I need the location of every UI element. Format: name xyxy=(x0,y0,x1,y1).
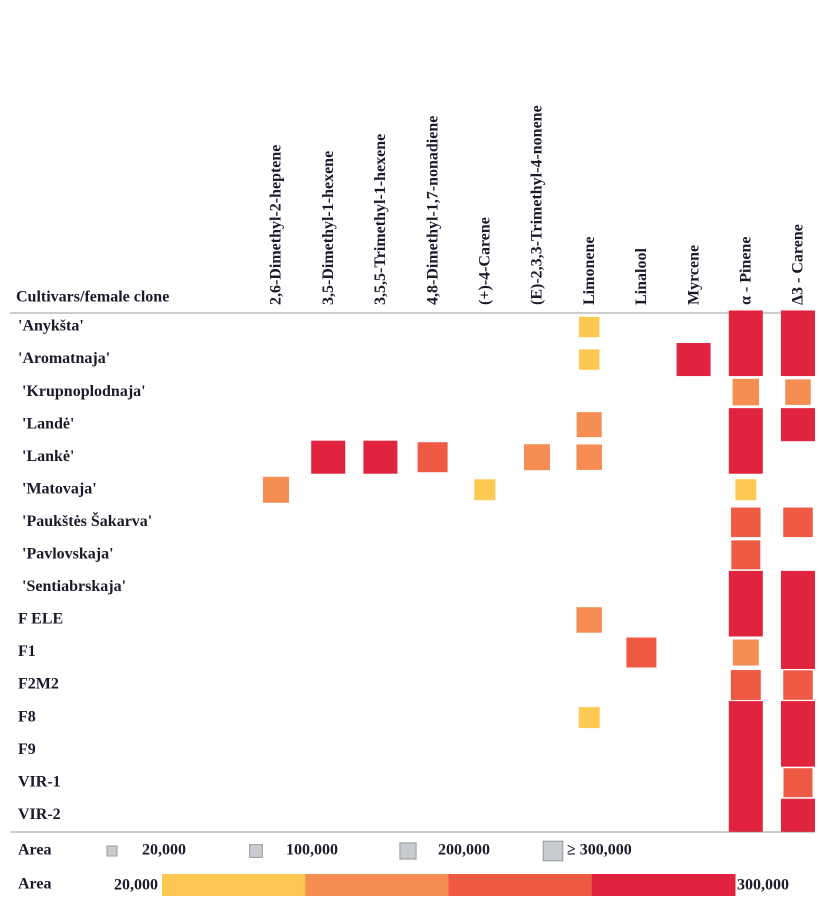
cell xyxy=(783,768,813,798)
row-label: F9 xyxy=(18,741,36,758)
cell xyxy=(626,637,657,668)
size-legend-swatch xyxy=(542,840,564,862)
size-legend-label: 200,000 xyxy=(438,842,490,859)
cell xyxy=(781,408,815,442)
size-legend-label: ≥ 300,000 xyxy=(567,842,632,859)
color-legend-band xyxy=(448,874,593,896)
cell xyxy=(728,766,763,800)
cell xyxy=(578,707,600,729)
cell xyxy=(732,639,759,666)
column-label: Myrcene xyxy=(685,245,702,305)
cell xyxy=(785,379,811,405)
cell xyxy=(781,343,815,377)
row-label: F2M2 xyxy=(18,676,59,693)
column-label: Δ3 - Carene xyxy=(790,224,807,305)
row-label: 'Paukštės Šakarva' xyxy=(22,511,152,530)
size-legend-swatch xyxy=(106,845,118,857)
row-label: F8 xyxy=(18,708,36,725)
cell xyxy=(728,310,763,344)
column-label: 3,5,5-Trimethyl-1-hexene xyxy=(372,134,389,305)
column-label: 4,8-Dimethyl-1,7-nonadiene xyxy=(424,116,441,305)
row-label: F1 xyxy=(18,643,36,660)
cell xyxy=(728,408,763,442)
cell xyxy=(363,440,398,474)
cell xyxy=(731,540,761,570)
row-label: 'Lankė' xyxy=(22,448,74,465)
color-legend-label: 300,000 xyxy=(737,877,789,894)
cell xyxy=(781,635,815,670)
row-label: 'Anykšta' xyxy=(18,318,84,335)
cell xyxy=(783,670,813,700)
size-legend-label: 100,000 xyxy=(286,842,338,859)
cell xyxy=(732,378,760,406)
size-legend-swatch xyxy=(399,842,417,860)
cell xyxy=(728,603,763,637)
cell xyxy=(728,733,763,767)
cell xyxy=(578,316,600,338)
cell xyxy=(728,440,763,474)
cell xyxy=(735,479,757,501)
cell xyxy=(728,798,763,832)
row-label: VIR-2 xyxy=(18,806,61,823)
row-label: 'Aromatnaja' xyxy=(18,350,110,367)
cell xyxy=(781,798,815,832)
cell xyxy=(728,701,763,735)
cell xyxy=(731,507,761,538)
size-legend-label: 20,000 xyxy=(142,842,186,859)
cell xyxy=(576,444,602,470)
cell xyxy=(524,444,550,471)
cell xyxy=(728,570,763,604)
column-label: 3,5-Dimethyl-1-hexene xyxy=(320,151,337,305)
cell xyxy=(417,442,448,473)
row-label: 'Matovaja' xyxy=(22,480,97,497)
row-label: VIR-1 xyxy=(18,773,61,790)
cell xyxy=(781,603,815,637)
cell xyxy=(576,607,602,633)
row-label: F ELE xyxy=(18,611,63,628)
column-label: α - Pinene xyxy=(737,237,754,305)
column-label: Linalool xyxy=(633,248,650,305)
cell xyxy=(311,440,346,474)
cell xyxy=(728,343,763,377)
cell xyxy=(781,701,815,735)
cell xyxy=(474,479,496,501)
cell xyxy=(781,733,815,767)
column-label: Limonene xyxy=(581,237,598,305)
cell xyxy=(263,476,289,503)
column-label: (E)-2,3,3-Trimethyl-4-nonene xyxy=(529,105,546,305)
cell xyxy=(676,343,711,377)
cell xyxy=(730,670,761,701)
color-legend-label: 20,000 xyxy=(114,877,158,894)
cell xyxy=(781,310,815,344)
color-legend-band xyxy=(305,874,449,896)
row-label: 'Krupnoplodnaja' xyxy=(22,383,146,400)
cell xyxy=(576,412,602,438)
color-legend-title: Area xyxy=(18,876,51,893)
row-label: 'Pavlovskaja' xyxy=(22,546,114,563)
color-legend-band xyxy=(591,874,736,896)
row-label: 'Landė' xyxy=(22,415,74,432)
cell xyxy=(781,570,815,604)
row-header: Cultivars/female clone xyxy=(16,289,169,306)
size-legend-swatch xyxy=(249,844,263,858)
column-label: (+)-4-Carene xyxy=(476,217,493,305)
color-legend-band xyxy=(162,874,306,896)
column-label: 2,6-Dimethyl-2-heptene xyxy=(268,145,285,305)
row-label: 'Sentiabrskaja' xyxy=(22,578,126,595)
cell xyxy=(578,349,600,370)
size-legend-title: Area xyxy=(18,842,51,859)
cell xyxy=(783,507,813,538)
